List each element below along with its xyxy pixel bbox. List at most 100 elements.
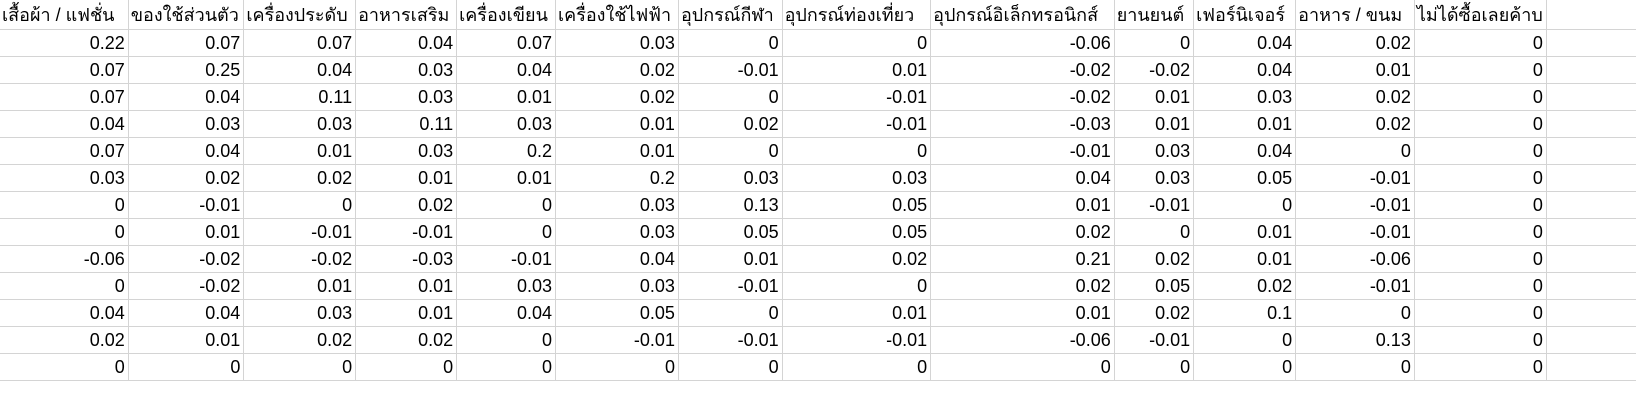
table-cell[interactable]: 0.04 [243,56,357,84]
table-cell[interactable]: -0.02 [1114,56,1195,84]
table-cell[interactable]: 0 [0,353,129,381]
table-cell[interactable]: 0.01 [243,272,357,300]
column-header-cell[interactable] [1546,0,1636,30]
table-cell[interactable]: 0 [355,353,458,381]
table-cell[interactable]: 0.01 [1193,245,1297,273]
table-cell[interactable]: -0.01 [678,56,783,84]
table-cell[interactable]: -0.02 [243,245,357,273]
table-cell[interactable]: 0 [782,353,932,381]
table-cell[interactable]: 0.01 [678,245,783,273]
table-cell[interactable]: 0.07 [0,83,129,111]
table-cell[interactable]: 0.01 [355,272,458,300]
column-header-cell[interactable]: อาหาร / ขนม [1295,0,1415,30]
column-header-cell[interactable]: เฟอร์นิเจอร์ [1193,0,1297,30]
table-cell[interactable]: 0.25 [128,56,245,84]
table-cell[interactable]: -0.06 [930,29,1115,57]
table-cell[interactable]: 0 [243,353,357,381]
table-cell[interactable]: 0.01 [456,83,556,111]
table-cell[interactable]: 0 [1193,353,1297,381]
table-cell[interactable] [1546,83,1636,111]
column-header-cell[interactable]: เครื่องเขียน [456,0,556,30]
table-cell[interactable]: 0 [782,272,932,300]
table-cell[interactable]: 0.01 [930,299,1115,327]
table-cell[interactable]: 0.01 [243,137,357,165]
table-cell[interactable]: 0 [1193,191,1297,219]
table-cell[interactable]: 0 [1114,29,1195,57]
table-cell[interactable]: 0.04 [128,137,245,165]
table-cell[interactable]: 0.01 [1193,218,1297,246]
table-cell[interactable]: 0.03 [555,272,679,300]
table-cell[interactable]: 0.01 [456,164,556,192]
table-cell[interactable]: 0.03 [555,218,679,246]
table-cell[interactable]: 0 [1414,272,1547,300]
table-cell[interactable]: -0.01 [1295,272,1415,300]
table-cell[interactable] [1546,245,1636,273]
table-cell[interactable]: 0.04 [1193,29,1297,57]
table-cell[interactable]: 0.03 [1193,83,1297,111]
table-cell[interactable]: 0.07 [456,29,556,57]
table-cell[interactable]: 0.02 [1295,110,1415,138]
table-cell[interactable]: 0 [1414,137,1547,165]
table-cell[interactable]: 0.01 [782,56,932,84]
column-header-cell[interactable]: อุปกรณ์ท่องเที่ยว [782,0,932,30]
table-cell[interactable]: 0.02 [930,272,1115,300]
table-cell[interactable]: 0 [1295,137,1415,165]
table-cell[interactable] [1546,29,1636,57]
column-header-cell[interactable]: อาหารเสริม [355,0,458,30]
table-cell[interactable]: 0 [456,353,556,381]
table-cell[interactable]: 0.02 [1114,299,1195,327]
table-cell[interactable]: 0.01 [555,110,679,138]
table-cell[interactable]: 0.01 [782,299,932,327]
table-cell[interactable]: 0 [1114,353,1195,381]
table-cell[interactable]: 0.02 [243,326,357,354]
table-cell[interactable]: 0.03 [0,164,129,192]
column-header-cell[interactable]: เครื่องใช้ไฟฟ้า [555,0,679,30]
table-cell[interactable]: 0 [1414,29,1547,57]
table-cell[interactable]: 0.01 [128,218,245,246]
table-cell[interactable]: -0.03 [355,245,458,273]
table-cell[interactable]: 0 [782,29,932,57]
table-cell[interactable]: 0.03 [243,299,357,327]
table-cell[interactable]: 0.02 [555,83,679,111]
table-cell[interactable]: 0.02 [678,110,783,138]
table-cell[interactable]: 0.04 [0,110,129,138]
table-cell[interactable]: 0.11 [355,110,458,138]
table-cell[interactable]: 0.13 [678,191,783,219]
table-cell[interactable]: 0.03 [355,137,458,165]
table-cell[interactable]: -0.06 [0,245,129,273]
table-cell[interactable]: 0 [1414,164,1547,192]
table-cell[interactable]: 0.01 [1114,83,1195,111]
table-cell[interactable]: 0 [1414,110,1547,138]
table-cell[interactable]: 0.04 [0,299,129,327]
table-cell[interactable]: -0.03 [930,110,1115,138]
table-cell[interactable]: 0.04 [555,245,679,273]
table-cell[interactable]: 0.01 [930,191,1115,219]
table-cell[interactable]: 0.05 [678,218,783,246]
table-cell[interactable] [1546,272,1636,300]
table-cell[interactable]: 0.01 [355,299,458,327]
table-cell[interactable] [1546,218,1636,246]
table-cell[interactable]: 0.13 [1295,326,1415,354]
table-cell[interactable]: 0 [1295,353,1415,381]
table-cell[interactable]: 0 [678,299,783,327]
table-cell[interactable]: 0.01 [355,164,458,192]
column-header-cell[interactable]: ยานยนต์ [1114,0,1195,30]
table-cell[interactable] [1546,164,1636,192]
table-cell[interactable]: -0.01 [930,137,1115,165]
column-header-cell[interactable]: ไม่ได้ซื้อเลยค้าบ [1414,0,1547,30]
column-header-cell[interactable]: เครื่องประดับ [243,0,357,30]
table-cell[interactable]: 0.21 [930,245,1115,273]
table-cell[interactable]: 0.03 [1114,164,1195,192]
table-cell[interactable]: 0.03 [1114,137,1195,165]
table-cell[interactable]: 0 [930,353,1115,381]
table-cell[interactable] [1546,110,1636,138]
table-cell[interactable]: -0.01 [782,83,932,111]
table-cell[interactable]: -0.01 [678,272,783,300]
table-cell[interactable]: 0 [678,353,783,381]
table-cell[interactable]: 0 [1193,326,1297,354]
table-cell[interactable]: 0.03 [782,164,932,192]
table-cell[interactable]: 0 [1414,353,1547,381]
table-cell[interactable]: -0.02 [128,245,245,273]
table-cell[interactable]: -0.01 [1295,218,1415,246]
table-cell[interactable]: 0 [678,83,783,111]
